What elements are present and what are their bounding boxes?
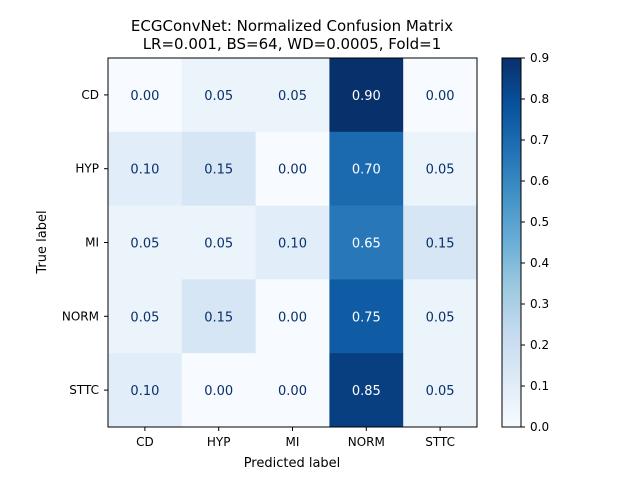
x-axis: CD HYP MI NORM STTC <box>136 427 455 449</box>
x-axis-label: Predicted label <box>244 456 341 471</box>
x-tick-label: NORM <box>348 435 385 449</box>
heatmap-cell <box>255 353 330 428</box>
heatmap-cell <box>329 279 404 354</box>
cell-value-label: 0.00 <box>278 384 307 399</box>
cell-value-label: 0.05 <box>204 89 233 104</box>
cell-value-label: 0.15 <box>204 310 233 325</box>
colorbar-tick-label: 0.0 <box>530 420 549 434</box>
heatmap-cell <box>255 205 330 280</box>
heatmap-cell <box>181 279 257 354</box>
heatmap-value-labels: 0.00 0.05 0.05 0.90 0.00 0.10 0.15 0.00 0.70 0.05… <box>130 89 454 399</box>
y-tick-label: HYP <box>75 162 99 176</box>
heatmap-cell <box>181 205 257 280</box>
colorbar-ticks: 0.0 0.1 0.2 0.3 0.4 0.5 0.6 0.7 0.8 0.9 <box>521 51 549 434</box>
x-tick-label: CD <box>136 435 154 449</box>
heatmap-cell <box>329 131 404 207</box>
colorbar-tick-label: 0.6 <box>530 174 549 188</box>
heatmap-cells <box>108 58 478 428</box>
y-tick-label: MI <box>85 236 99 250</box>
colorbar-tick-label: 0.3 <box>530 297 549 311</box>
colorbar-tick-label: 0.7 <box>530 133 549 147</box>
y-axis-label: True label <box>35 210 50 274</box>
heatmap-cell <box>181 353 257 428</box>
heatmap-cell <box>108 205 183 280</box>
cell-value-label: 0.05 <box>130 310 159 325</box>
cell-value-label: 0.00 <box>278 310 307 325</box>
cell-value-label: 0.75 <box>352 310 381 325</box>
colorbar-tick-label: 0.1 <box>530 379 549 393</box>
cell-value-label: 0.05 <box>426 384 455 399</box>
y-tick-label: CD <box>81 88 99 102</box>
colorbar-tick-label: 0.9 <box>530 51 549 65</box>
cell-value-label: 0.90 <box>352 89 381 104</box>
cell-value-label: 0.15 <box>204 163 233 178</box>
colorbar-tick-label: 0.8 <box>530 92 549 106</box>
cell-value-label: 0.00 <box>130 89 159 104</box>
colorbar-tick-label: 0.5 <box>530 215 549 229</box>
heatmap-cell <box>403 353 478 428</box>
colorbar-tick-label: 0.4 <box>530 256 549 270</box>
y-tick-label: NORM <box>62 309 99 323</box>
cell-value-label: 0.05 <box>278 89 307 104</box>
heatmap-cell <box>329 205 404 280</box>
heatmap-cell <box>181 131 257 207</box>
cell-value-label: 0.00 <box>278 163 307 178</box>
heatmap-cell <box>108 279 183 354</box>
x-tick-label: HYP <box>207 435 231 449</box>
cell-value-label: 0.10 <box>278 237 307 252</box>
cell-value-label: 0.10 <box>130 163 159 178</box>
heatmap-cell <box>329 58 404 133</box>
cell-value-label: 0.70 <box>352 163 381 178</box>
cell-value-label: 0.65 <box>352 237 381 252</box>
x-tick-label: MI <box>286 435 300 449</box>
y-axis: CD HYP MI NORM STTC <box>62 88 108 397</box>
colorbar <box>501 57 522 428</box>
heatmap-cell <box>255 58 330 133</box>
x-tick-label: STTC <box>425 435 455 449</box>
heatmap-cell <box>403 131 478 207</box>
heatmap-cell <box>403 58 478 133</box>
chart-subtitle: LR=0.001, BS=64, WD=0.0005, Fold=1 <box>143 35 442 53</box>
cell-value-label: 0.85 <box>352 384 381 399</box>
heatmap-cell <box>255 131 330 207</box>
cell-value-label: 0.15 <box>426 237 455 252</box>
heatmap-cell <box>403 279 478 354</box>
cell-value-label: 0.05 <box>204 237 233 252</box>
cell-value-label: 0.05 <box>426 163 455 178</box>
y-tick-label: STTC <box>69 383 99 397</box>
colorbar-tick-label: 0.2 <box>530 338 549 352</box>
cell-value-label: 0.10 <box>130 384 159 399</box>
heatmap-cell <box>329 353 404 428</box>
cell-value-label: 0.05 <box>426 310 455 325</box>
heatmap-cell <box>403 205 478 280</box>
heatmap-cell <box>181 58 257 133</box>
heatmap-cell <box>108 353 183 428</box>
heatmap-cell <box>255 279 330 354</box>
heatmap-cell <box>108 58 183 133</box>
cell-value-label: 0.00 <box>204 384 233 399</box>
cell-value-label: 0.00 <box>426 89 455 104</box>
heatmap-cell <box>108 131 183 207</box>
chart-title: ECGConvNet: Normalized Confusion Matrix <box>131 17 453 35</box>
cell-value-label: 0.05 <box>130 237 159 252</box>
